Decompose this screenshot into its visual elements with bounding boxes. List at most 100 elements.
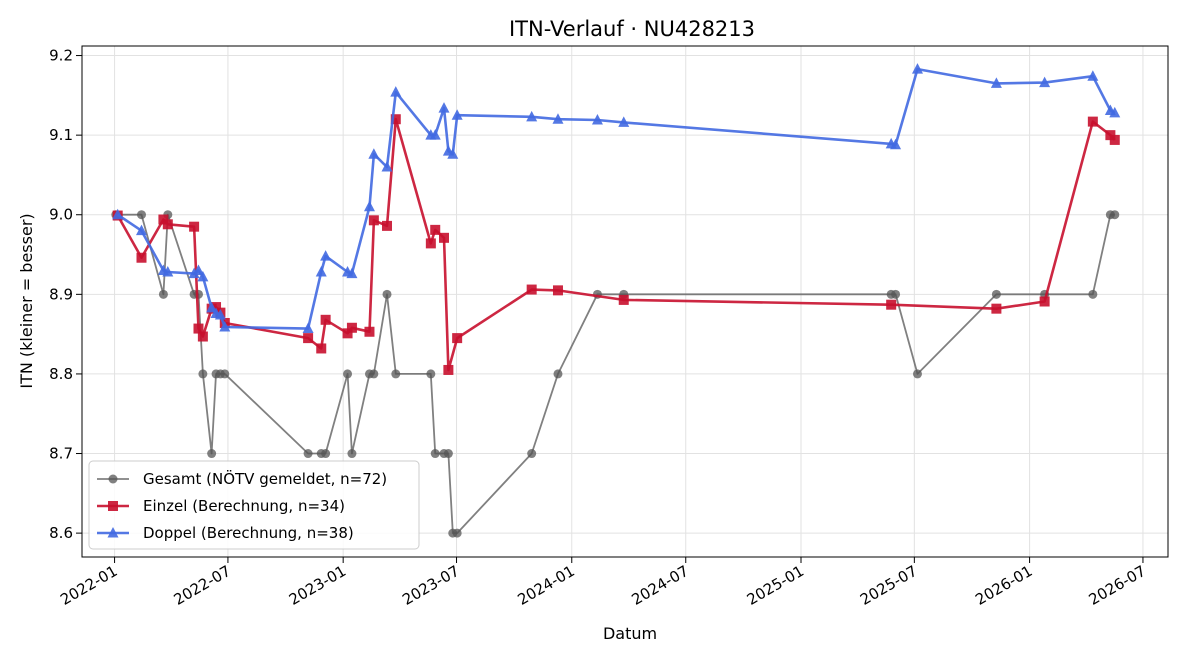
- x-tick-label: 2026-07: [1086, 562, 1149, 609]
- series-line-einzel: [116, 117, 1116, 372]
- data-point-doppel: [192, 264, 204, 275]
- data-point-einzel: [364, 326, 375, 337]
- data-point-doppel: [429, 129, 441, 140]
- y-axis: 8.6 8.7 8.8 8.9 9.0 9.1 9.2: [49, 47, 82, 542]
- data-point-doppel: [552, 113, 564, 124]
- data-point-einzel: [1109, 134, 1120, 145]
- y-tick-label: 8.6: [49, 524, 73, 542]
- x-tick-label: 2026-01: [972, 562, 1035, 609]
- data-point-doppel: [447, 148, 459, 159]
- data-point-doppel: [320, 250, 332, 261]
- data-point-doppel: [451, 109, 463, 120]
- data-point-doppel: [890, 138, 902, 150]
- data-point-einzel: [526, 284, 537, 295]
- data-point-gesamt: [426, 369, 436, 379]
- legend-marker-gesamt: [108, 474, 118, 484]
- legend-label-gesamt: Gesamt (NÖTV gemeldet, n=72): [143, 469, 387, 488]
- data-point-gesamt: [136, 210, 146, 220]
- y-tick-label: 8.9: [49, 285, 73, 303]
- data-point-doppel: [911, 63, 923, 74]
- data-point-doppel: [219, 320, 231, 332]
- data-point-gesamt: [303, 449, 313, 459]
- series-einzel: [112, 114, 1120, 375]
- data-point-doppel: [438, 102, 450, 113]
- data-point-einzel: [211, 302, 222, 313]
- data-point-gesamt: [1088, 289, 1098, 299]
- x-axis: 2022-01 2022-07 2023-01 2023-07 2024-01 2024-…: [57, 557, 1149, 609]
- data-point-doppel: [1109, 106, 1121, 118]
- data-point-einzel: [346, 322, 357, 333]
- x-tick-label: 2023-01: [286, 562, 349, 609]
- data-point-gesamt: [369, 369, 379, 379]
- data-point-einzel: [193, 323, 204, 334]
- data-point-einzel: [390, 114, 401, 125]
- data-point-doppel: [135, 224, 147, 236]
- data-point-einzel: [162, 219, 173, 230]
- y-tick-label: 8.8: [49, 365, 73, 383]
- x-tick-label: 2024-01: [514, 562, 577, 609]
- x-tick-label: 2022-07: [171, 562, 234, 609]
- data-point-doppel: [381, 160, 393, 172]
- data-point-einzel: [430, 224, 441, 235]
- y-axis-label: ITN (kleiner = besser): [17, 213, 36, 388]
- data-point-doppel: [368, 148, 380, 159]
- legend-item-einzel: Einzel (Berechnung, n=34): [97, 497, 345, 515]
- series-gesamt: [111, 210, 1120, 538]
- data-point-doppel: [526, 110, 538, 122]
- data-point-einzel: [886, 299, 897, 310]
- data-point-doppel: [206, 301, 218, 313]
- y-tick-label: 9.1: [49, 126, 73, 144]
- data-point-einzel: [382, 220, 393, 231]
- x-tick-label: 2025-07: [857, 562, 920, 609]
- data-point-einzel: [342, 328, 353, 339]
- legend-item-doppel: Doppel (Berechnung, n=38): [97, 524, 354, 542]
- data-point-gesamt: [553, 369, 563, 379]
- data-point-gesamt: [347, 449, 357, 459]
- data-point-gesamt: [430, 449, 440, 459]
- data-point-einzel: [189, 221, 200, 232]
- data-point-gesamt: [452, 528, 462, 538]
- legend-box: [88, 460, 420, 550]
- data-point-einzel: [443, 364, 454, 375]
- data-point-einzel: [368, 215, 379, 226]
- data-point-einzel: [316, 343, 327, 354]
- x-tick-label: 2023-07: [399, 562, 462, 609]
- data-point-gesamt: [193, 289, 203, 299]
- data-point-einzel: [425, 238, 436, 249]
- data-point-gesamt: [443, 449, 453, 459]
- data-point-gesamt: [991, 289, 1001, 299]
- plot-frame: [81, 45, 1169, 558]
- legend-label-doppel: Doppel (Berechnung, n=38): [143, 524, 354, 542]
- legend: Gesamt (NÖTV gemeldet, n=72) Einzel (Bere…: [88, 460, 420, 550]
- data-point-einzel: [136, 252, 147, 263]
- data-point-einzel: [552, 285, 563, 296]
- legend-item-gesamt: Gesamt (NÖTV gemeldet, n=72): [97, 469, 387, 488]
- data-point-gesamt: [220, 369, 230, 379]
- series-doppel: [112, 63, 1121, 334]
- data-point-einzel: [303, 333, 314, 344]
- data-point-doppel: [346, 267, 358, 279]
- data-point-doppel: [197, 270, 209, 282]
- x-axis-label: Datum: [603, 624, 657, 643]
- data-point-doppel: [302, 322, 314, 334]
- data-point-einzel: [1087, 116, 1098, 127]
- y-tick-label: 9.0: [49, 206, 73, 224]
- y-tick-label: 8.7: [49, 445, 73, 463]
- data-point-doppel: [1087, 70, 1099, 81]
- data-point-doppel: [363, 200, 375, 212]
- data-point-doppel: [1039, 76, 1051, 88]
- data-point-einzel: [439, 232, 449, 243]
- legend-marker-doppel: [107, 527, 119, 538]
- y-tick-label: 9.2: [49, 47, 73, 65]
- data-point-gesamt: [158, 289, 168, 299]
- x-tick-label: 2024-07: [628, 562, 691, 609]
- data-point-doppel: [162, 266, 174, 277]
- data-point-einzel: [320, 314, 331, 325]
- data-point-gesamt: [343, 369, 353, 379]
- data-point-gesamt: [321, 449, 331, 459]
- data-point-gesamt: [382, 289, 392, 299]
- data-point-doppel: [315, 266, 327, 277]
- x-tick-label: 2022-01: [57, 562, 120, 609]
- legend-label-einzel: Einzel (Berechnung, n=34): [143, 497, 345, 515]
- series-line-doppel: [116, 67, 1116, 330]
